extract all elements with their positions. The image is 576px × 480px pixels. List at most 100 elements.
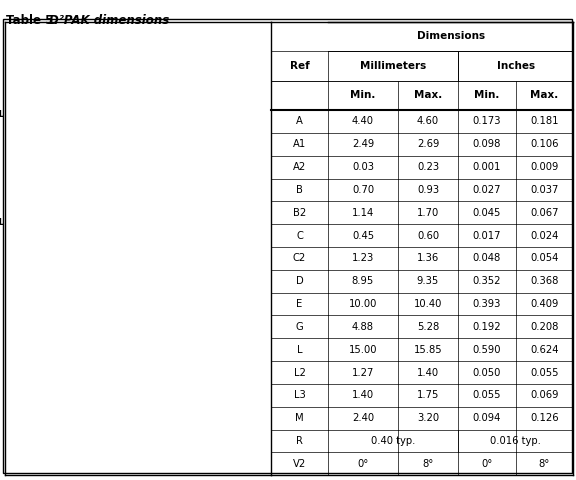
Text: 8.95: 8.95 — [352, 276, 374, 286]
Text: 0.03: 0.03 — [352, 162, 374, 172]
Text: A: A — [296, 117, 303, 126]
Text: 1.23: 1.23 — [352, 253, 374, 264]
Text: 8°: 8° — [422, 459, 434, 469]
Text: 0.001: 0.001 — [473, 162, 501, 172]
Text: Inches: Inches — [497, 61, 535, 71]
Text: C2: C2 — [293, 253, 306, 264]
Text: V2: V2 — [198, 337, 209, 346]
Text: 0.181: 0.181 — [530, 117, 559, 126]
Text: 0.173: 0.173 — [473, 117, 501, 126]
Text: 1.70: 1.70 — [417, 208, 439, 218]
Text: L3: L3 — [0, 218, 8, 228]
Text: Max.: Max. — [530, 90, 559, 100]
Text: 0.590: 0.590 — [473, 345, 501, 355]
Text: B: B — [84, 230, 90, 240]
Text: C2: C2 — [139, 104, 150, 113]
Text: 0.126: 0.126 — [530, 413, 559, 423]
Text: A1: A1 — [293, 139, 306, 149]
Text: 10.00: 10.00 — [348, 299, 377, 309]
Text: 1.40: 1.40 — [417, 368, 439, 377]
Bar — [20, 87, 134, 196]
Text: 0.40 typ.: 0.40 typ. — [371, 436, 415, 446]
Text: 0.037: 0.037 — [530, 185, 559, 195]
Text: 0.016 typ.: 0.016 typ. — [490, 436, 541, 446]
Text: 0.054: 0.054 — [530, 253, 559, 264]
Text: 0.23: 0.23 — [417, 162, 439, 172]
Text: R: R — [296, 436, 303, 446]
Text: D: D — [234, 136, 240, 145]
Text: L3: L3 — [294, 390, 305, 400]
Text: 1.36: 1.36 — [417, 253, 439, 264]
Circle shape — [69, 135, 84, 150]
Text: 8°: 8° — [539, 459, 550, 469]
Text: Max.: Max. — [414, 90, 442, 100]
Text: L2: L2 — [0, 110, 8, 120]
Text: 0.70: 0.70 — [352, 185, 374, 195]
Text: 3.20: 3.20 — [417, 413, 439, 423]
Text: D: D — [295, 276, 304, 286]
Text: B: B — [296, 185, 303, 195]
Text: A2: A2 — [173, 305, 184, 314]
Text: R: R — [193, 354, 199, 363]
Text: A1: A1 — [139, 153, 150, 162]
Text: 2.49: 2.49 — [352, 139, 374, 149]
Text: 0.93: 0.93 — [417, 185, 439, 195]
Text: Min.: Min. — [474, 90, 499, 100]
Text: * FLAT ZONE NO LESS THAN 2mm: * FLAT ZONE NO LESS THAN 2mm — [54, 424, 185, 430]
Text: 0.050: 0.050 — [473, 368, 501, 377]
Text: 0.098: 0.098 — [473, 139, 501, 149]
Text: 0.60: 0.60 — [417, 230, 439, 240]
Text: 0.027: 0.027 — [473, 185, 501, 195]
Bar — [33, 50, 120, 76]
Text: L2: L2 — [294, 368, 305, 377]
Text: 5.28: 5.28 — [417, 322, 439, 332]
Bar — [158, 94, 209, 192]
Text: G: G — [295, 322, 304, 332]
Text: 0.055: 0.055 — [530, 368, 559, 377]
Text: 0.45: 0.45 — [352, 230, 374, 240]
Text: 0.409: 0.409 — [530, 299, 559, 309]
Text: 0.067: 0.067 — [530, 208, 559, 218]
Text: E: E — [74, 50, 79, 59]
Text: C: C — [160, 354, 166, 363]
Text: Dimensions: Dimensions — [416, 31, 485, 41]
Bar — [62, 46, 92, 55]
Text: Millimeters: Millimeters — [360, 61, 426, 71]
Text: 0.055: 0.055 — [473, 390, 501, 400]
Text: 4.88: 4.88 — [352, 322, 374, 332]
Text: G: G — [74, 269, 80, 278]
Text: 0.192: 0.192 — [473, 322, 501, 332]
Text: M: M — [141, 337, 149, 346]
Text: E: E — [296, 299, 302, 309]
Text: 1.14: 1.14 — [352, 208, 374, 218]
Text: B2: B2 — [109, 216, 120, 225]
Text: A2: A2 — [293, 162, 306, 172]
Text: 0.045: 0.045 — [473, 208, 501, 218]
Text: A: A — [216, 138, 222, 147]
Text: M: M — [295, 413, 304, 423]
Text: 10.40: 10.40 — [414, 299, 442, 309]
Text: C: C — [296, 230, 303, 240]
Text: 0°: 0° — [357, 459, 369, 469]
Text: 1.27: 1.27 — [352, 368, 374, 377]
Text: 4.60: 4.60 — [417, 117, 439, 126]
Text: 0.017: 0.017 — [473, 230, 501, 240]
Text: Ref: Ref — [290, 61, 309, 71]
Text: 0.094: 0.094 — [473, 413, 501, 423]
Text: 0.208: 0.208 — [530, 322, 559, 332]
Text: L: L — [297, 345, 302, 355]
Text: D²PAK dimensions: D²PAK dimensions — [49, 14, 169, 27]
Text: 15.00: 15.00 — [348, 345, 377, 355]
Text: 0.352: 0.352 — [473, 276, 501, 286]
Text: 15.85: 15.85 — [414, 345, 442, 355]
Text: 2.40: 2.40 — [352, 413, 374, 423]
Bar — [26, 46, 127, 80]
Text: V2: V2 — [293, 459, 306, 469]
Text: 0°: 0° — [482, 459, 492, 469]
Text: B2: B2 — [293, 208, 306, 218]
Text: Table 5.: Table 5. — [6, 14, 58, 27]
Text: 9.35: 9.35 — [417, 276, 439, 286]
Text: 0.069: 0.069 — [530, 390, 559, 400]
Text: 0.106: 0.106 — [530, 139, 559, 149]
Text: www.alldatasheet.com: www.alldatasheet.com — [194, 461, 249, 466]
